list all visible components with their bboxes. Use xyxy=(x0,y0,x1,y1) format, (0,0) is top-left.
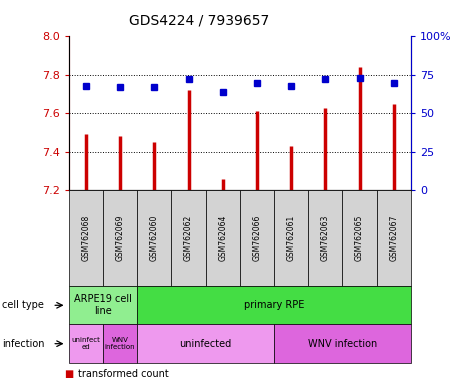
Text: GSM762061: GSM762061 xyxy=(287,215,295,261)
Text: GSM762067: GSM762067 xyxy=(390,215,398,261)
Text: WNV
infection: WNV infection xyxy=(105,337,135,350)
Text: transformed count: transformed count xyxy=(78,369,169,379)
Text: ARPE19 cell
line: ARPE19 cell line xyxy=(74,295,132,316)
Text: GSM762068: GSM762068 xyxy=(82,215,90,261)
Text: GSM762069: GSM762069 xyxy=(116,215,124,261)
Text: GSM762065: GSM762065 xyxy=(355,215,364,261)
Text: GSM762063: GSM762063 xyxy=(321,215,330,261)
Text: GSM762064: GSM762064 xyxy=(218,215,227,261)
Text: primary RPE: primary RPE xyxy=(244,300,304,310)
Text: uninfect
ed: uninfect ed xyxy=(72,337,100,350)
Text: cell type: cell type xyxy=(2,300,44,310)
Text: ■: ■ xyxy=(64,369,73,379)
Text: infection: infection xyxy=(2,339,45,349)
Text: GDS4224 / 7939657: GDS4224 / 7939657 xyxy=(129,13,270,27)
Text: GSM762062: GSM762062 xyxy=(184,215,193,261)
Text: GSM762066: GSM762066 xyxy=(253,215,261,261)
Text: GSM762060: GSM762060 xyxy=(150,215,159,261)
Text: WNV infection: WNV infection xyxy=(308,339,377,349)
Text: uninfected: uninfected xyxy=(180,339,232,349)
